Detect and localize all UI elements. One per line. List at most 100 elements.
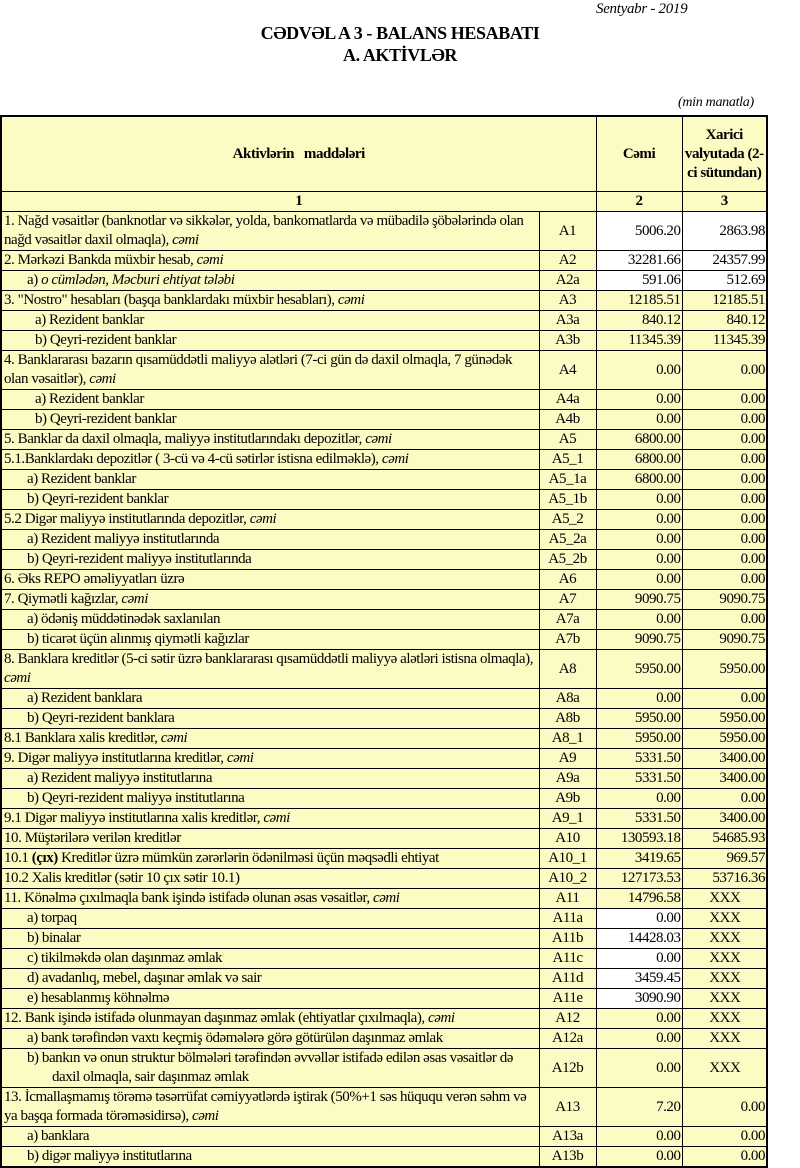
total-value: 0.00 <box>595 1028 683 1049</box>
row-code: A8a <box>538 688 597 709</box>
row-code: A11 <box>538 888 597 909</box>
row-code: A4b <box>538 409 597 430</box>
row-description: 8.1 Banklara xalis kreditlər, cəmi <box>0 728 540 749</box>
row-code: A5_2 <box>538 509 597 530</box>
header-items: Aktivlərin maddələri <box>0 115 597 192</box>
description-segment: 8.1 Banklara xalis kreditlər, <box>4 730 161 746</box>
row-code: A2a <box>538 270 597 291</box>
total-value: 5950.00 <box>595 649 683 689</box>
foreign-value: XXX <box>681 968 768 989</box>
total-value: 591.06 <box>595 270 683 291</box>
table-row: e) hesablanmış köhnəlmə A11e 3090.90 XXX <box>0 988 768 1009</box>
total-value: 5950.00 <box>595 728 683 749</box>
description-segment: a) <box>27 272 42 288</box>
description-segment: cəmi <box>192 1108 219 1124</box>
table-row: 2. Mərkəzi Bankda müxbir hesab, cəmi A2 32… <box>0 250 768 271</box>
table-row: b) bankın və onun struktur bölmələri tər… <box>0 1048 768 1088</box>
row-code: A5_1a <box>538 469 597 490</box>
balance-sheet-table: Aktivlərin maddələri Cəmi Xarici valyuta… <box>0 115 769 1168</box>
row-code: A9 <box>538 748 597 769</box>
total-value: 14428.03 <box>595 928 683 949</box>
total-value: 0.00 <box>595 1146 683 1168</box>
description-segment: cəmi <box>4 670 31 686</box>
table-row: 10.1 (çıx) Kreditlər üzrə mümkün zərərlə… <box>0 848 768 869</box>
description-segment: b) bankın və onun struktur bölmələri tər… <box>27 1050 513 1085</box>
foreign-value: 969.57 <box>681 848 768 869</box>
total-value: 5331.50 <box>595 768 683 789</box>
row-code: A10 <box>538 828 597 849</box>
table-row: 3. "Nostro" hesabları (başqa banklardakı… <box>0 290 768 311</box>
table-row: b) Qeyri-rezident banklar A3b 11345.39 1134… <box>0 330 768 351</box>
foreign-value: 53716.36 <box>681 868 768 889</box>
table-row: a) Rezident banklara A8a 0.00 0.00 <box>0 688 768 709</box>
total-value: 5331.50 <box>595 808 683 829</box>
header-foreign: Xarici valyutada (2-ci sütundan) <box>681 115 768 192</box>
description-segment: b) Qeyri-rezident banklar <box>27 491 169 507</box>
row-code: A13a <box>538 1126 597 1147</box>
total-value: 0.00 <box>595 908 683 929</box>
foreign-value: 0.00 <box>681 350 768 390</box>
description-segment: 13. İcmallaşmamış törəmə təsərrüfat cəmi… <box>4 1089 527 1124</box>
row-description: 10.2 Xalis kreditlər (sətir 10 çıx sətir… <box>0 868 540 889</box>
foreign-value: XXX <box>681 948 768 969</box>
row-code: A3 <box>538 290 597 311</box>
description-segment: cəmi <box>381 451 409 467</box>
foreign-value: 24357.99 <box>681 250 768 271</box>
description-segment: a) Rezident banklar <box>35 312 144 328</box>
unit-note: (min manatla) <box>678 95 754 110</box>
row-code: A9a <box>538 768 597 789</box>
description-segment: b) Qeyri-rezident maliyyə institutlarınd… <box>27 551 252 567</box>
foreign-value: 0.00 <box>681 1126 768 1147</box>
table-row: 5.1.Banklardakı depozitlər ( 3-cü və 4-c… <box>0 449 768 470</box>
description-segment: a) bank tərəfindən vaxtı keçmiş ödəmələr… <box>27 1030 443 1046</box>
header-num-2: 2 <box>595 191 683 212</box>
row-description: a) Rezident banklara <box>0 688 540 709</box>
description-segment: 4. Banklararası bazarın qısamüddətli mal… <box>4 352 513 387</box>
row-description: 5.2 Digər maliyyə institutlarında depozi… <box>0 509 540 530</box>
row-description: 13. İcmallaşmamış törəmə təsərrüfat cəmi… <box>0 1087 540 1127</box>
total-value: 3459.45 <box>595 968 683 989</box>
row-description: 5. Banklar da daxil olmaqla, maliyyə ins… <box>0 429 540 450</box>
foreign-value: 0.00 <box>681 1146 768 1168</box>
foreign-value: 54685.93 <box>681 828 768 849</box>
header-num-1: 1 <box>0 191 597 212</box>
description-segment: Kreditlər üzrə mümkün zərərlərin ödənilm… <box>57 850 439 866</box>
total-value: 5331.50 <box>595 748 683 769</box>
row-code: A11a <box>538 908 597 929</box>
description-segment: cəmi <box>121 591 148 607</box>
foreign-value: 0.00 <box>681 788 768 809</box>
row-code: A7a <box>538 609 597 630</box>
row-description: c) tikilməkdə olan daşınmaz əmlak <box>0 948 540 969</box>
foreign-value: 0.00 <box>681 429 768 450</box>
total-value: 5006.20 <box>595 211 683 251</box>
row-description: a) bank tərəfindən vaxtı keçmiş ödəmələr… <box>0 1028 540 1049</box>
description-segment: cəmi <box>337 292 365 308</box>
total-value: 0.00 <box>595 1126 683 1147</box>
description-segment: 5. Banklar da daxil olmaqla, maliyyə ins… <box>4 431 366 447</box>
table-row: b) binalar A11b 14428.03 XXX <box>0 928 768 949</box>
row-description: b) Qeyri-rezident banklar <box>0 409 540 430</box>
description-segment: cəmi <box>89 371 116 387</box>
row-description: 11. Könəlmə çıxılmaqla bank işində istif… <box>0 888 540 909</box>
foreign-value: 0.00 <box>681 688 768 709</box>
foreign-value: XXX <box>681 1008 768 1029</box>
total-value: 3419.65 <box>595 848 683 869</box>
foreign-value: 3400.00 <box>681 768 768 789</box>
description-segment: 5.2 Digər maliyyə institutlarında depozi… <box>4 511 250 527</box>
table-row: 11. Könəlmə çıxılmaqla bank işində istif… <box>0 888 768 909</box>
row-code: A8b <box>538 708 597 729</box>
row-code: A10_1 <box>538 848 597 869</box>
description-segment: (çıx) <box>31 850 59 866</box>
row-description: d) avadanlıq, mebel, daşınar əmlak və sa… <box>0 968 540 989</box>
description-segment: a) Rezident banklar <box>27 471 136 487</box>
foreign-value: 840.12 <box>681 310 768 331</box>
row-code: A9_1 <box>538 808 597 829</box>
description-segment: 10.2 Xalis kreditlər (sətir 10 çıx sətir… <box>4 870 240 886</box>
description-segment: 2. Mərkəzi Bankda müxbir hesab, <box>4 252 197 268</box>
table-row: a) bank tərəfindən vaxtı keçmiş ödəmələr… <box>0 1028 768 1049</box>
row-code: A7b <box>538 629 597 650</box>
total-value: 9090.75 <box>595 629 683 650</box>
description-segment: b) digər maliyyə institutlarına <box>27 1148 192 1164</box>
row-description: b) digər maliyyə institutlarına <box>0 1146 540 1168</box>
description-segment: cəmi <box>160 730 188 746</box>
